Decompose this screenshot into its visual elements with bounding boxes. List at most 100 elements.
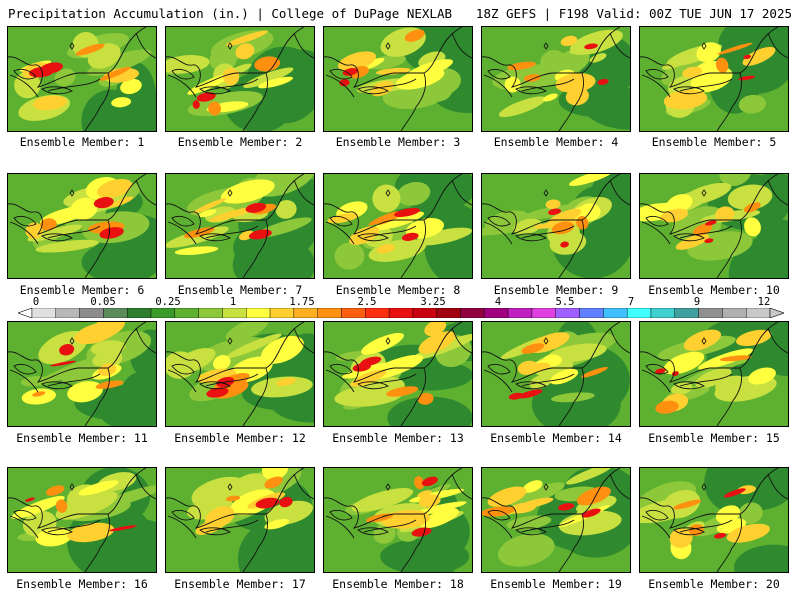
precip-map xyxy=(482,27,630,131)
ensemble-member-label: Ensemble Member: 16 xyxy=(16,577,148,591)
precip-map xyxy=(8,468,156,572)
colorbar-swatch xyxy=(698,308,723,318)
precip-map xyxy=(324,174,472,278)
ensemble-panel-4 xyxy=(481,26,631,132)
precip-map xyxy=(640,27,788,131)
ensemble-member-label: Ensemble Member: 13 xyxy=(332,431,464,445)
colorbar-swatch xyxy=(246,308,271,318)
ensemble-panel-10 xyxy=(639,173,789,279)
ensemble-member-label: Ensemble Member: 8 xyxy=(335,283,461,297)
ensemble-member-label: Ensemble Member: 2 xyxy=(177,135,303,149)
ensemble-panel-1 xyxy=(7,26,157,132)
colorbar-swatch xyxy=(531,308,556,318)
colorbar-tick-label: 4 xyxy=(494,296,502,308)
colorbar-swatch xyxy=(174,308,199,318)
ensemble-member-label: Ensemble Member: 6 xyxy=(19,283,145,297)
colorbar-swatch xyxy=(674,308,699,318)
ensemble-panel-5 xyxy=(639,26,789,132)
ensemble-panel-15 xyxy=(639,321,789,427)
colorbar-swatch xyxy=(293,308,318,318)
colorbar-swatch xyxy=(31,308,57,318)
ensemble-panel-14 xyxy=(481,321,631,427)
colorbar-swatch xyxy=(341,308,366,318)
ensemble-member-label: Ensemble Member: 17 xyxy=(174,577,306,591)
colorbar-swatch xyxy=(412,308,437,318)
precip-map xyxy=(324,468,472,572)
precip-map xyxy=(640,322,788,426)
colorbar-max-arrow xyxy=(769,308,784,318)
colorbar-swatch xyxy=(722,308,747,318)
colorbar-swatch xyxy=(650,308,675,318)
colorbar-swatch xyxy=(507,308,533,318)
colorbar-swatch xyxy=(365,308,390,318)
ensemble-member-label: Ensemble Member: 7 xyxy=(177,283,303,297)
map-title: Precipitation Accumulation (in.) | Colle… xyxy=(8,6,453,21)
colorbar-tick-label: 3.25 xyxy=(420,296,446,308)
ensemble-panel-2 xyxy=(165,26,315,132)
colorbar-min-arrow xyxy=(18,308,33,318)
colorbar-swatch xyxy=(222,308,247,318)
colorbar-tick-label: 0 xyxy=(32,296,40,308)
ensemble-panel-20 xyxy=(639,467,789,573)
colorbar-swatch xyxy=(555,308,580,318)
colorbar-tick-label: 0.25 xyxy=(155,296,181,308)
precip-map xyxy=(166,322,314,426)
colorbar-swatch xyxy=(269,308,295,318)
colorbar-swatch xyxy=(745,308,771,318)
precip-map xyxy=(482,322,630,426)
colorbar-swatch xyxy=(460,308,485,318)
colorbar-swatch xyxy=(198,308,223,318)
colorbar-swatch xyxy=(388,308,414,318)
ensemble-member-label: Ensemble Member: 14 xyxy=(490,431,622,445)
colorbar-swatch xyxy=(79,308,104,318)
ensemble-member-label: Ensemble Member: 18 xyxy=(332,577,464,591)
precip-map xyxy=(482,468,630,572)
ensemble-panel-9 xyxy=(481,173,631,279)
colorbar-tick-label: 1 xyxy=(229,296,237,308)
ensemble-panel-18 xyxy=(323,467,473,573)
precip-map xyxy=(166,27,314,131)
ensemble-panel-3 xyxy=(323,26,473,132)
colorbar-swatch xyxy=(603,308,628,318)
precip-map xyxy=(8,322,156,426)
colorbar-tick-label: 9 xyxy=(693,296,701,308)
map-header: Precipitation Accumulation (in.) | Colle… xyxy=(8,4,792,24)
ensemble-panel-17 xyxy=(165,467,315,573)
colorbar-tick-label: 7 xyxy=(627,296,635,308)
colorbar-swatch xyxy=(55,308,80,318)
colorbar-tick-label: 1.75 xyxy=(289,296,315,308)
ensemble-member-label: Ensemble Member: 10 xyxy=(648,283,780,297)
ensemble-member-label: Ensemble Member: 9 xyxy=(493,283,619,297)
precip-map xyxy=(166,174,314,278)
precip-map xyxy=(8,27,156,131)
precip-map xyxy=(324,27,472,131)
colorbar-tick-label: 0.05 xyxy=(90,296,116,308)
colorbar-swatch xyxy=(436,308,461,318)
ensemble-panel-19 xyxy=(481,467,631,573)
ensemble-panel-8 xyxy=(323,173,473,279)
ensemble-panel-6 xyxy=(7,173,157,279)
ensemble-member-label: Ensemble Member: 4 xyxy=(493,135,619,149)
colorbar-swatch xyxy=(626,308,652,318)
precip-map xyxy=(166,468,314,572)
precip-map xyxy=(640,174,788,278)
ensemble-panel-12 xyxy=(165,321,315,427)
colorbar-swatch xyxy=(317,308,342,318)
ensemble-member-label: Ensemble Member: 3 xyxy=(335,135,461,149)
precip-map xyxy=(482,174,630,278)
colorbar-swatch xyxy=(127,308,152,318)
ensemble-member-label: Ensemble Member: 12 xyxy=(174,431,306,445)
colorbar-tick-label: 2.5 xyxy=(357,296,377,308)
ensemble-panel-7 xyxy=(165,173,315,279)
precip-map xyxy=(8,174,156,278)
precip-map xyxy=(324,322,472,426)
ensemble-panel-11 xyxy=(7,321,157,427)
ensemble-member-label: Ensemble Member: 15 xyxy=(648,431,780,445)
ensemble-member-label: Ensemble Member: 5 xyxy=(651,135,777,149)
ensemble-member-label: Ensemble Member: 19 xyxy=(490,577,622,591)
colorbar-swatch xyxy=(103,308,128,318)
colorbar-tick-label: 12 xyxy=(757,296,771,308)
run-info: 18Z GEFS | F198 Valid: 00Z TUE JUN 17 20… xyxy=(475,6,792,21)
ensemble-panel-16 xyxy=(7,467,157,573)
ensemble-member-label: Ensemble Member: 1 xyxy=(19,135,145,149)
